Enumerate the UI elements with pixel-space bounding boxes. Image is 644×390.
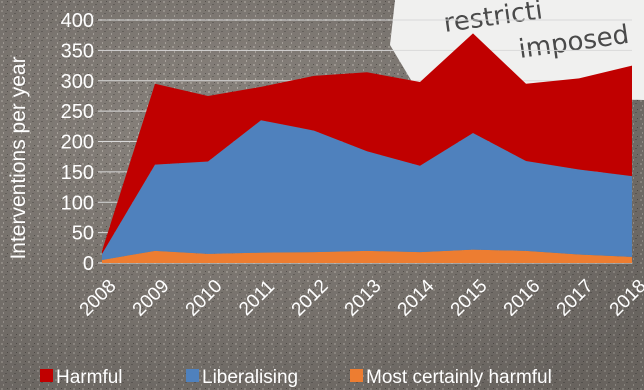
y-axis-label: Interventions per year [7,56,30,259]
x-tick-label: 2008 [76,276,121,321]
y-tick-label: 250 [61,101,94,123]
plot-areas [102,33,632,263]
x-tick-label: 2009 [129,276,174,321]
y-tick-label: 300 [61,71,94,93]
legend-swatch [40,369,53,382]
area-series-2 [102,33,632,254]
x-tick-label: 2016 [500,276,545,321]
y-tick-label: 50 [72,223,94,245]
x-axis-ticks: 2008 2009 2010 2011 2012 2013 2014 2015 2016 2017… [76,275,644,320]
legend-label: Most certainly harmful [366,367,552,388]
x-tick-label: 2018 [606,276,644,321]
y-tick-label: 100 [61,192,94,214]
x-tick-label: 2017 [553,276,598,321]
area-series-0 [102,249,632,263]
y-tick-label: 150 [61,162,94,184]
legend: Harmful Liberalising Most certainly harmfu… [40,367,552,388]
x-tick-label: 2010 [182,276,227,321]
y-tick-label: 200 [61,132,94,154]
legend-swatch [186,369,199,382]
x-tick-label: 2013 [341,276,386,321]
legend-label: Harmful [56,367,123,388]
x-tick-label: 2011 [235,276,279,320]
legend-swatch [350,369,363,382]
y-tick-label: 400 [61,10,94,32]
y-axis-ticks: 0 50 100 150 200 250 300 350 400 [61,10,94,275]
y-tick-label: 0 [83,253,94,275]
y-tick-label: 350 [61,40,94,62]
x-tick-label: 2015 [447,276,492,321]
area-series-1 [102,120,632,260]
x-tick-label: 2014 [394,275,439,320]
x-tick-label: 2012 [288,276,333,321]
legend-label: Liberalising [202,367,298,388]
